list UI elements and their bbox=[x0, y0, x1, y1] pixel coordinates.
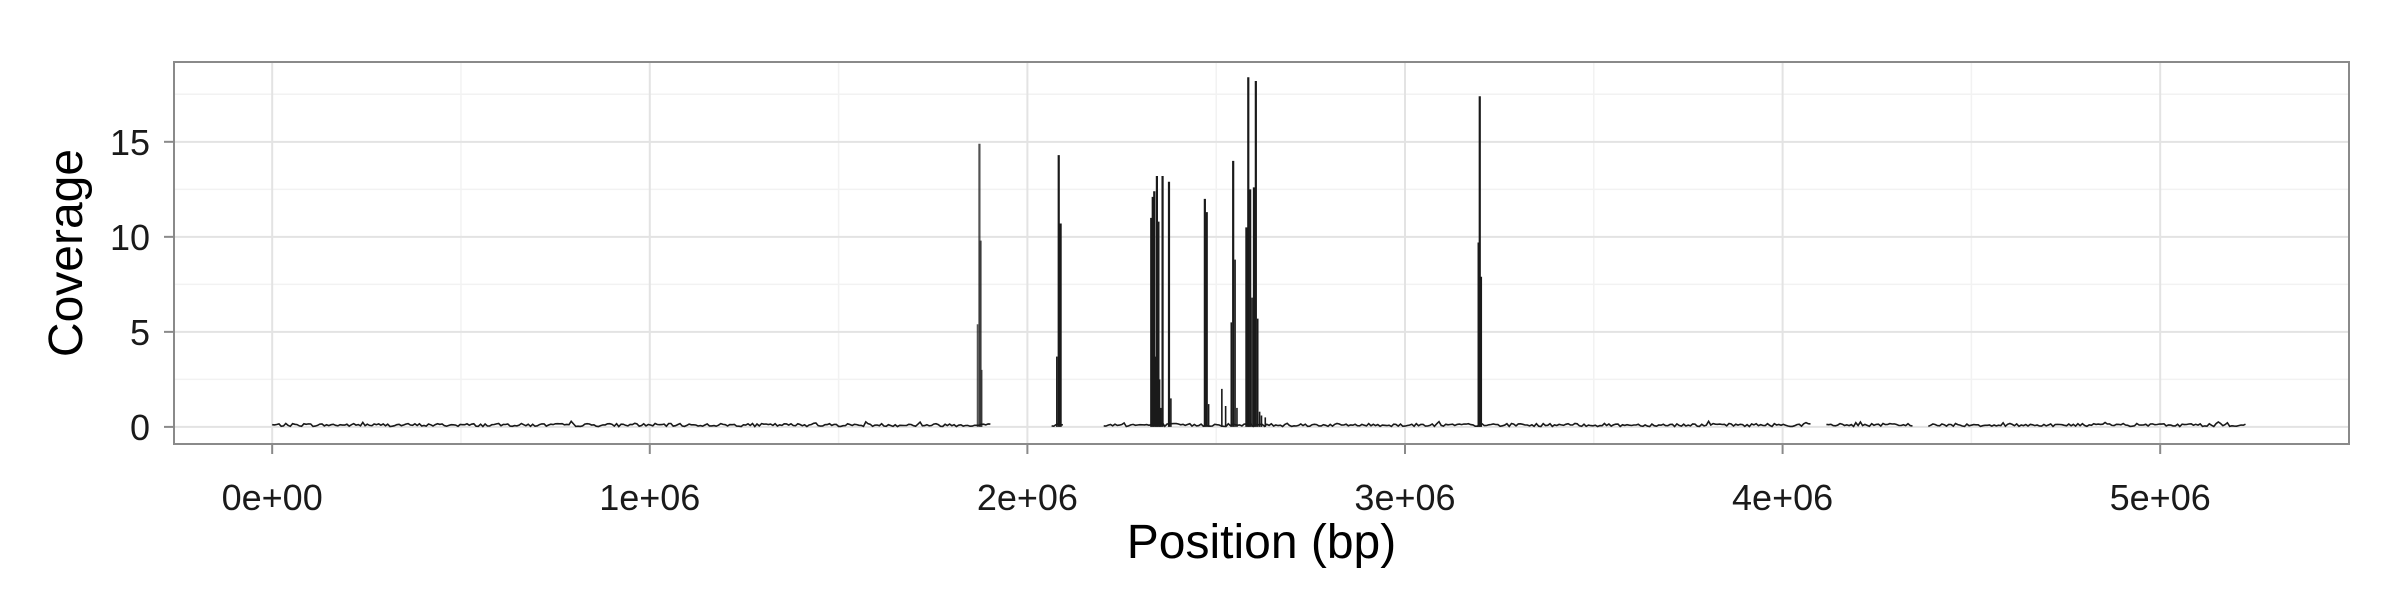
y-axis-title: Coverage bbox=[40, 149, 93, 357]
y-axis-ticks: 0 5 10 15 bbox=[110, 122, 174, 448]
y-tick-label: 0 bbox=[130, 407, 150, 448]
x-axis-title: Position (bp) bbox=[1127, 516, 1396, 569]
x-axis-ticks: 0e+00 1e+06 2e+06 3e+06 4e+06 5e+06 bbox=[222, 444, 2211, 518]
x-tick-label: 2e+06 bbox=[977, 477, 1078, 518]
x-tick-label: 1e+06 bbox=[599, 477, 700, 518]
plot-panel-border bbox=[173, 61, 2350, 445]
minor-gridlines bbox=[174, 62, 2349, 444]
x-tick-label: 3e+06 bbox=[1354, 477, 1455, 518]
coverage-series bbox=[272, 77, 2246, 428]
major-gridlines bbox=[174, 62, 2349, 444]
y-tick-label: 15 bbox=[110, 122, 150, 163]
y-tick-label: 10 bbox=[110, 217, 150, 258]
y-tick-label: 5 bbox=[130, 312, 150, 353]
x-tick-label: 0e+00 bbox=[222, 477, 323, 518]
x-tick-label: 4e+06 bbox=[1732, 477, 1833, 518]
x-tick-label: 5e+06 bbox=[2110, 477, 2211, 518]
